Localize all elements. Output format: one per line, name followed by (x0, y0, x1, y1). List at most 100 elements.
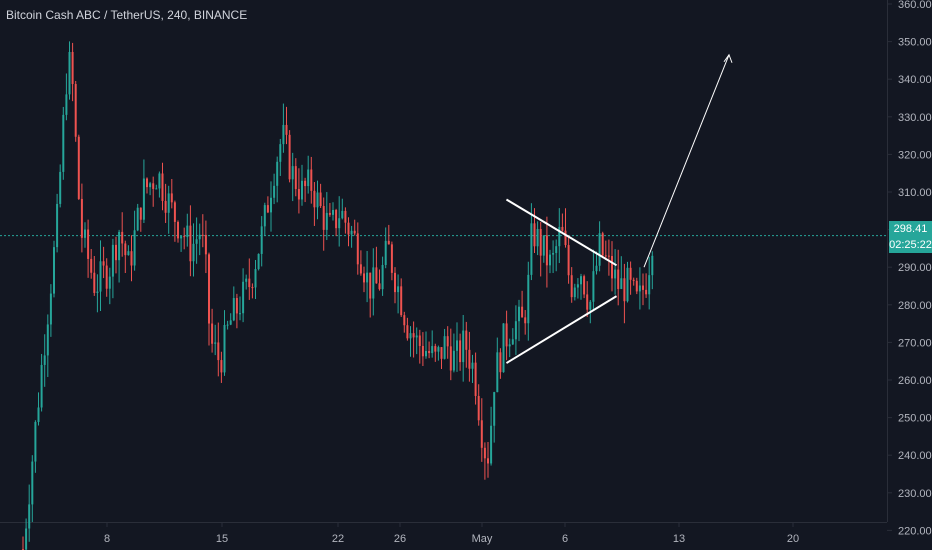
candle-body (167, 193, 170, 213)
candle-body (474, 362, 477, 396)
candle-body (521, 306, 524, 318)
candle-body (372, 267, 375, 299)
candle-body (496, 352, 499, 393)
candle-body (341, 210, 344, 219)
candle-body (449, 346, 452, 371)
candle-body (629, 267, 632, 280)
time-tick-label: 13 (673, 533, 685, 545)
candle-body (276, 161, 279, 186)
candle-body (552, 252, 555, 255)
candle-body (425, 350, 427, 357)
candle-body (462, 330, 465, 363)
candle-body (28, 504, 31, 529)
candle-body (288, 134, 291, 180)
time-tick-label: 20 (787, 533, 799, 545)
candle-body (294, 166, 297, 190)
candle-body (366, 272, 369, 283)
projection-arrow (643, 54, 730, 268)
price-axis-border (887, 0, 888, 522)
candle-body (74, 84, 77, 137)
time-tick-label: May (472, 533, 493, 545)
candle-body (635, 280, 638, 292)
candle-body (211, 323, 214, 344)
candle-body (518, 306, 520, 322)
candle-body (68, 51, 71, 95)
candle-body (536, 228, 539, 247)
price-tick-label: 220.00 (898, 525, 932, 537)
price-tick-label: 360.00 (898, 0, 932, 11)
candle-body (648, 275, 651, 295)
candle-body (638, 285, 641, 292)
time-tick-label: 6 (562, 533, 568, 545)
candle-body (561, 226, 564, 231)
candle-body (384, 240, 387, 265)
price-tick-label: 290.00 (898, 262, 932, 274)
candle-body (304, 180, 307, 187)
candle-body (642, 285, 644, 290)
candle-body (170, 193, 173, 203)
candle-body (645, 289, 648, 295)
time-tick-label: 22 (332, 533, 344, 545)
candle-body (56, 203, 59, 248)
trendline-lower (505, 295, 618, 364)
candle-body (108, 276, 111, 289)
candle-body (285, 124, 288, 135)
candle-body (189, 225, 192, 262)
candle-body (158, 173, 161, 189)
candle-body (136, 207, 139, 231)
candle-body (356, 233, 359, 265)
candle-body (325, 212, 328, 230)
candle-body (387, 240, 390, 245)
candle-body (539, 228, 542, 256)
candle-body (530, 223, 533, 275)
candle-body (555, 246, 558, 253)
candle-body (164, 200, 167, 213)
candle-body (359, 264, 362, 274)
candle-body (37, 407, 40, 422)
candle-body (90, 258, 93, 273)
price-tick-label: 250.00 (898, 413, 932, 425)
candle-body (502, 323, 505, 373)
candle-body (121, 231, 124, 244)
candle-body (183, 236, 186, 238)
price-tick-label: 320.00 (898, 149, 932, 161)
candle-body (397, 286, 400, 293)
candle-body (25, 528, 28, 550)
candle-body (254, 269, 257, 288)
candle-body (245, 278, 248, 282)
candle-body (487, 458, 489, 464)
candle-body (229, 320, 232, 325)
candle-body (87, 229, 90, 259)
candle-body (403, 315, 406, 326)
candle-body (65, 94, 68, 115)
candle-body (124, 243, 127, 256)
candle-body (335, 209, 338, 229)
candle-body (586, 294, 589, 310)
candle-body (173, 202, 176, 222)
candle-body (400, 286, 403, 316)
candle-body (297, 189, 300, 200)
candle-body (446, 336, 449, 347)
candle-body (111, 244, 114, 277)
candle-body (152, 183, 155, 189)
candle-body (564, 230, 567, 246)
candle-body (601, 233, 604, 256)
countdown-tag: 02:25:22 (889, 237, 932, 253)
candle-body (77, 136, 80, 199)
candle-body (620, 278, 623, 289)
candle-body (412, 333, 415, 338)
candle-body (558, 226, 561, 247)
candle-body (260, 226, 263, 254)
candle-body (583, 276, 586, 295)
candle-body (307, 169, 310, 187)
candle-body (220, 360, 223, 373)
candle-body (118, 231, 121, 261)
candle-body (409, 333, 412, 339)
candle-body (626, 267, 629, 302)
candle-body (257, 253, 260, 270)
candle-body (611, 256, 613, 279)
candle-body (31, 461, 34, 505)
time-tick-label: 8 (104, 533, 110, 545)
